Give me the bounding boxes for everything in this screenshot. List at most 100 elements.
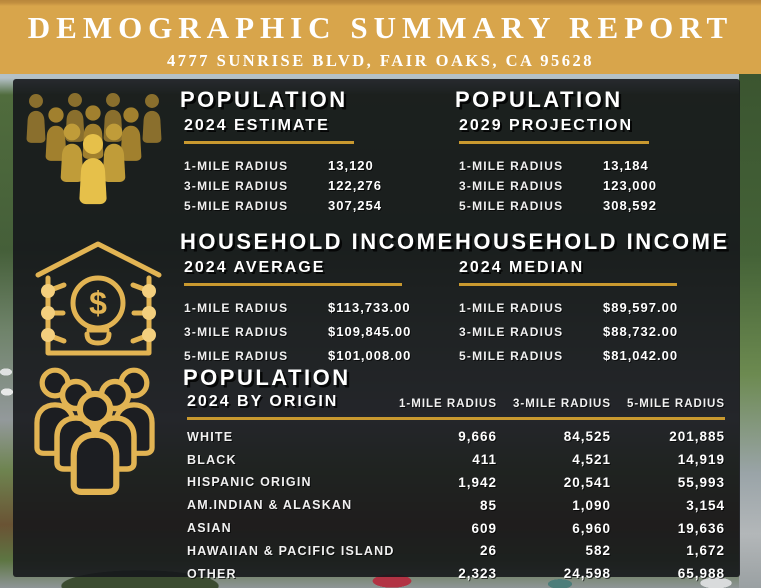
table-row: HAWAIIAN & PACIFIC ISLAND 26 582 1,672 bbox=[183, 539, 729, 562]
stat-row: 1-MILE RADIUS 13,184 bbox=[459, 158, 657, 178]
row-label: OTHER bbox=[187, 566, 237, 581]
column-header-5-mile: 5-MILE RADIUS bbox=[627, 398, 725, 410]
stat-row: 1-MILE RADIUS 13,120 bbox=[184, 158, 382, 178]
stat-label: 1-MILE RADIUS bbox=[184, 300, 289, 315]
cell-value: 1,942 bbox=[458, 474, 497, 490]
origin-table-header: 2024 BY ORIGIN 1-MILE RADIUS 3-MILE RADI… bbox=[183, 393, 729, 411]
table-row: HISPANIC ORIGIN 1,942 20,541 55,993 bbox=[183, 471, 729, 494]
stat-value: $81,042.00 bbox=[603, 347, 679, 363]
report-title: DEMOGRAPHIC SUMMARY REPORT bbox=[27, 10, 734, 45]
cell-value: 65,988 bbox=[677, 566, 725, 582]
section-population-2024: POPULATION 2024 ESTIMATE 1-MILE RADIUS 1… bbox=[180, 89, 382, 218]
stat-value: 123,000 bbox=[603, 177, 657, 193]
cell-value: 411 bbox=[472, 452, 497, 468]
cell-value: 609 bbox=[471, 520, 497, 536]
cell-value: 85 bbox=[479, 497, 497, 513]
stat-value: 122,276 bbox=[328, 177, 382, 193]
section-income-median: HOUSEHOLD INCOME 2024 MEDIAN 1-MILE RADI… bbox=[455, 231, 730, 372]
table-row: ASIAN 609 6,960 19,636 bbox=[183, 517, 729, 540]
section-subtitle: 2024 BY ORIGIN bbox=[187, 393, 339, 410]
stat-label: 3-MILE RADIUS bbox=[184, 324, 289, 339]
stat-value: $89,597.00 bbox=[603, 299, 679, 315]
property-address: 4777 SUNRISE BLVD, FAIR OAKS, CA 95628 bbox=[167, 51, 594, 70]
section-population-2029: POPULATION 2029 PROJECTION 1-MILE RADIUS… bbox=[455, 89, 657, 218]
section-subtitle: 2024 ESTIMATE bbox=[184, 117, 330, 134]
stat-value: $113,733.00 bbox=[328, 299, 411, 315]
row-label: BLACK bbox=[187, 452, 237, 467]
section-population-by-origin: POPULATION 2024 BY ORIGIN 1-MILE RADIUS … bbox=[183, 367, 729, 585]
stat-value: $101,008.00 bbox=[328, 347, 412, 363]
cell-value: 9,666 bbox=[458, 429, 497, 445]
section-income-average: HOUSEHOLD INCOME 2024 AVERAGE 1-MILE RAD… bbox=[180, 231, 455, 372]
house-lightbulb-dollar-icon: $ bbox=[31, 231, 166, 366]
stat-row: 5-MILE RADIUS $101,008.00 bbox=[184, 348, 455, 372]
section-title: HOUSEHOLD INCOME bbox=[180, 229, 455, 254]
cell-value: 24,598 bbox=[563, 566, 611, 582]
crowd-icon bbox=[23, 87, 173, 218]
cell-value: 582 bbox=[585, 543, 611, 559]
row-label: HISPANIC ORIGIN bbox=[187, 475, 312, 490]
section-title: POPULATION bbox=[455, 87, 623, 112]
stat-value: 307,254 bbox=[328, 197, 382, 213]
section-title: POPULATION bbox=[180, 87, 348, 112]
stat-value: 13,120 bbox=[328, 157, 374, 173]
stat-label: 5-MILE RADIUS bbox=[184, 198, 289, 213]
cell-value: 4,521 bbox=[572, 452, 611, 468]
report-panel: POPULATION 2024 ESTIMATE 1-MILE RADIUS 1… bbox=[13, 79, 740, 581]
stat-row: 3-MILE RADIUS $109,845.00 bbox=[184, 324, 455, 348]
cell-value: 26 bbox=[479, 543, 497, 559]
cell-value: 14,919 bbox=[677, 452, 725, 468]
section-subtitle: 2029 PROJECTION bbox=[459, 117, 634, 134]
stat-rows: 1-MILE RADIUS $89,597.00 3-MILE RADIUS $… bbox=[459, 300, 730, 372]
stat-rows: 1-MILE RADIUS 13,120 3-MILE RADIUS 122,2… bbox=[184, 158, 382, 218]
cell-value: 3,154 bbox=[686, 497, 725, 513]
stat-label: 1-MILE RADIUS bbox=[184, 158, 289, 173]
stat-value: $88,732.00 bbox=[603, 323, 679, 339]
row-label: ASIAN bbox=[187, 521, 232, 536]
stat-value: 308,592 bbox=[603, 197, 657, 213]
stat-row: 1-MILE RADIUS $89,597.00 bbox=[459, 300, 730, 324]
table-row: WHITE 9,666 84,525 201,885 bbox=[183, 426, 729, 449]
stat-row: 3-MILE RADIUS $88,732.00 bbox=[459, 324, 730, 348]
section-title: POPULATION bbox=[183, 365, 351, 390]
stat-label: 5-MILE RADIUS bbox=[184, 348, 289, 363]
gold-divider bbox=[459, 283, 677, 286]
stat-label: 5-MILE RADIUS bbox=[459, 348, 564, 363]
cell-value: 1,090 bbox=[572, 497, 611, 513]
table-row: AM.INDIAN & ALASKAN 85 1,090 3,154 bbox=[183, 494, 729, 517]
stat-row: 5-MILE RADIUS 308,592 bbox=[459, 198, 657, 218]
cell-value: 84,525 bbox=[563, 429, 611, 445]
cell-value: 2,323 bbox=[458, 566, 497, 582]
stat-value: $109,845.00 bbox=[328, 323, 412, 339]
cell-value: 55,993 bbox=[677, 474, 725, 490]
cell-value: 20,541 bbox=[563, 474, 611, 490]
stat-label: 3-MILE RADIUS bbox=[459, 324, 564, 339]
stat-label: 1-MILE RADIUS bbox=[459, 158, 564, 173]
stat-rows: 1-MILE RADIUS $113,733.00 3-MILE RADIUS … bbox=[184, 300, 455, 372]
stat-row: 3-MILE RADIUS 123,000 bbox=[459, 178, 657, 198]
stat-rows: 1-MILE RADIUS 13,184 3-MILE RADIUS 123,0… bbox=[459, 158, 657, 218]
row-label: WHITE bbox=[187, 429, 234, 444]
column-header-1-mile: 1-MILE RADIUS bbox=[399, 398, 497, 410]
cell-value: 201,885 bbox=[669, 429, 725, 445]
stat-row: 5-MILE RADIUS $81,042.00 bbox=[459, 348, 730, 372]
gold-divider bbox=[187, 417, 725, 420]
stat-label: 3-MILE RADIUS bbox=[459, 178, 564, 193]
cell-value: 6,960 bbox=[572, 520, 611, 536]
report-header: DEMOGRAPHIC SUMMARY REPORT 4777 SUNRISE … bbox=[0, 0, 761, 74]
stat-row: 5-MILE RADIUS 307,254 bbox=[184, 198, 382, 218]
aerial-photo-right-strip bbox=[739, 74, 761, 588]
stat-label: 1-MILE RADIUS bbox=[459, 300, 564, 315]
row-label: AM.INDIAN & ALASKAN bbox=[187, 498, 353, 513]
cell-value: 1,672 bbox=[686, 543, 725, 559]
stat-label: 5-MILE RADIUS bbox=[459, 198, 564, 213]
people-group-outline-icon bbox=[33, 365, 168, 505]
column-header-3-mile: 3-MILE RADIUS bbox=[513, 398, 611, 410]
row-label: HAWAIIAN & PACIFIC ISLAND bbox=[187, 543, 395, 558]
section-title: HOUSEHOLD INCOME bbox=[455, 229, 730, 254]
gold-divider bbox=[184, 141, 354, 144]
stat-value: 13,184 bbox=[603, 157, 649, 173]
table-row: OTHER 2,323 24,598 65,988 bbox=[183, 562, 729, 585]
cell-value: 19,636 bbox=[677, 520, 725, 536]
